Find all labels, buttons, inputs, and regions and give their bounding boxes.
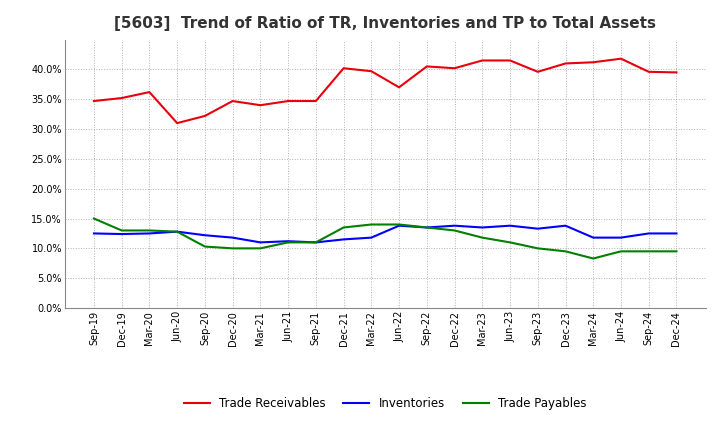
Trade Receivables bbox=[367, 69, 376, 74]
Inventories bbox=[173, 229, 181, 234]
Trade Receivables bbox=[312, 99, 320, 104]
Trade Receivables bbox=[450, 66, 459, 71]
Inventories bbox=[534, 226, 542, 231]
Trade Payables bbox=[284, 240, 292, 245]
Trade Receivables bbox=[672, 70, 681, 75]
Trade Payables bbox=[312, 240, 320, 245]
Trade Payables bbox=[644, 249, 653, 254]
Trade Payables bbox=[228, 246, 237, 251]
Inventories bbox=[145, 231, 154, 236]
Trade Receivables bbox=[117, 95, 126, 101]
Trade Payables bbox=[505, 240, 514, 245]
Trade Payables bbox=[367, 222, 376, 227]
Trade Receivables bbox=[644, 69, 653, 74]
Trade Receivables bbox=[423, 64, 431, 69]
Trade Receivables bbox=[256, 103, 265, 108]
Trade Payables bbox=[561, 249, 570, 254]
Trade Payables bbox=[450, 228, 459, 233]
Trade Receivables bbox=[561, 61, 570, 66]
Trade Payables bbox=[173, 229, 181, 234]
Inventories bbox=[589, 235, 598, 240]
Trade Receivables bbox=[284, 99, 292, 104]
Trade Receivables bbox=[395, 84, 403, 90]
Title: [5603]  Trend of Ratio of TR, Inventories and TP to Total Assets: [5603] Trend of Ratio of TR, Inventories… bbox=[114, 16, 656, 32]
Inventories bbox=[672, 231, 681, 236]
Inventories bbox=[89, 231, 98, 236]
Trade Payables bbox=[672, 249, 681, 254]
Line: Trade Payables: Trade Payables bbox=[94, 219, 677, 258]
Inventories bbox=[201, 233, 210, 238]
Trade Payables bbox=[395, 222, 403, 227]
Trade Receivables bbox=[505, 58, 514, 63]
Inventories bbox=[644, 231, 653, 236]
Inventories bbox=[423, 225, 431, 230]
Trade Receivables bbox=[589, 60, 598, 65]
Trade Payables bbox=[201, 244, 210, 249]
Trade Payables bbox=[616, 249, 625, 254]
Trade Receivables bbox=[478, 58, 487, 63]
Inventories bbox=[284, 238, 292, 244]
Trade Receivables bbox=[145, 89, 154, 95]
Inventories bbox=[256, 240, 265, 245]
Legend: Trade Receivables, Inventories, Trade Payables: Trade Receivables, Inventories, Trade Pa… bbox=[179, 392, 591, 415]
Inventories bbox=[367, 235, 376, 240]
Trade Payables bbox=[256, 246, 265, 251]
Inventories bbox=[339, 237, 348, 242]
Trade Receivables bbox=[201, 114, 210, 119]
Trade Receivables bbox=[534, 69, 542, 74]
Trade Payables bbox=[478, 235, 487, 240]
Line: Inventories: Inventories bbox=[94, 226, 677, 242]
Inventories bbox=[505, 223, 514, 228]
Line: Trade Receivables: Trade Receivables bbox=[94, 59, 677, 123]
Trade Payables bbox=[89, 216, 98, 221]
Inventories bbox=[478, 225, 487, 230]
Inventories bbox=[228, 235, 237, 240]
Trade Payables bbox=[145, 228, 154, 233]
Trade Receivables bbox=[228, 99, 237, 104]
Trade Payables bbox=[534, 246, 542, 251]
Inventories bbox=[395, 223, 403, 228]
Inventories bbox=[616, 235, 625, 240]
Inventories bbox=[450, 223, 459, 228]
Inventories bbox=[117, 231, 126, 237]
Inventories bbox=[561, 223, 570, 228]
Trade Receivables bbox=[616, 56, 625, 61]
Trade Receivables bbox=[173, 121, 181, 126]
Trade Payables bbox=[339, 225, 348, 230]
Trade Payables bbox=[423, 225, 431, 230]
Trade Receivables bbox=[339, 66, 348, 71]
Trade Payables bbox=[117, 228, 126, 233]
Inventories bbox=[312, 240, 320, 245]
Trade Payables bbox=[589, 256, 598, 261]
Trade Receivables bbox=[89, 99, 98, 104]
